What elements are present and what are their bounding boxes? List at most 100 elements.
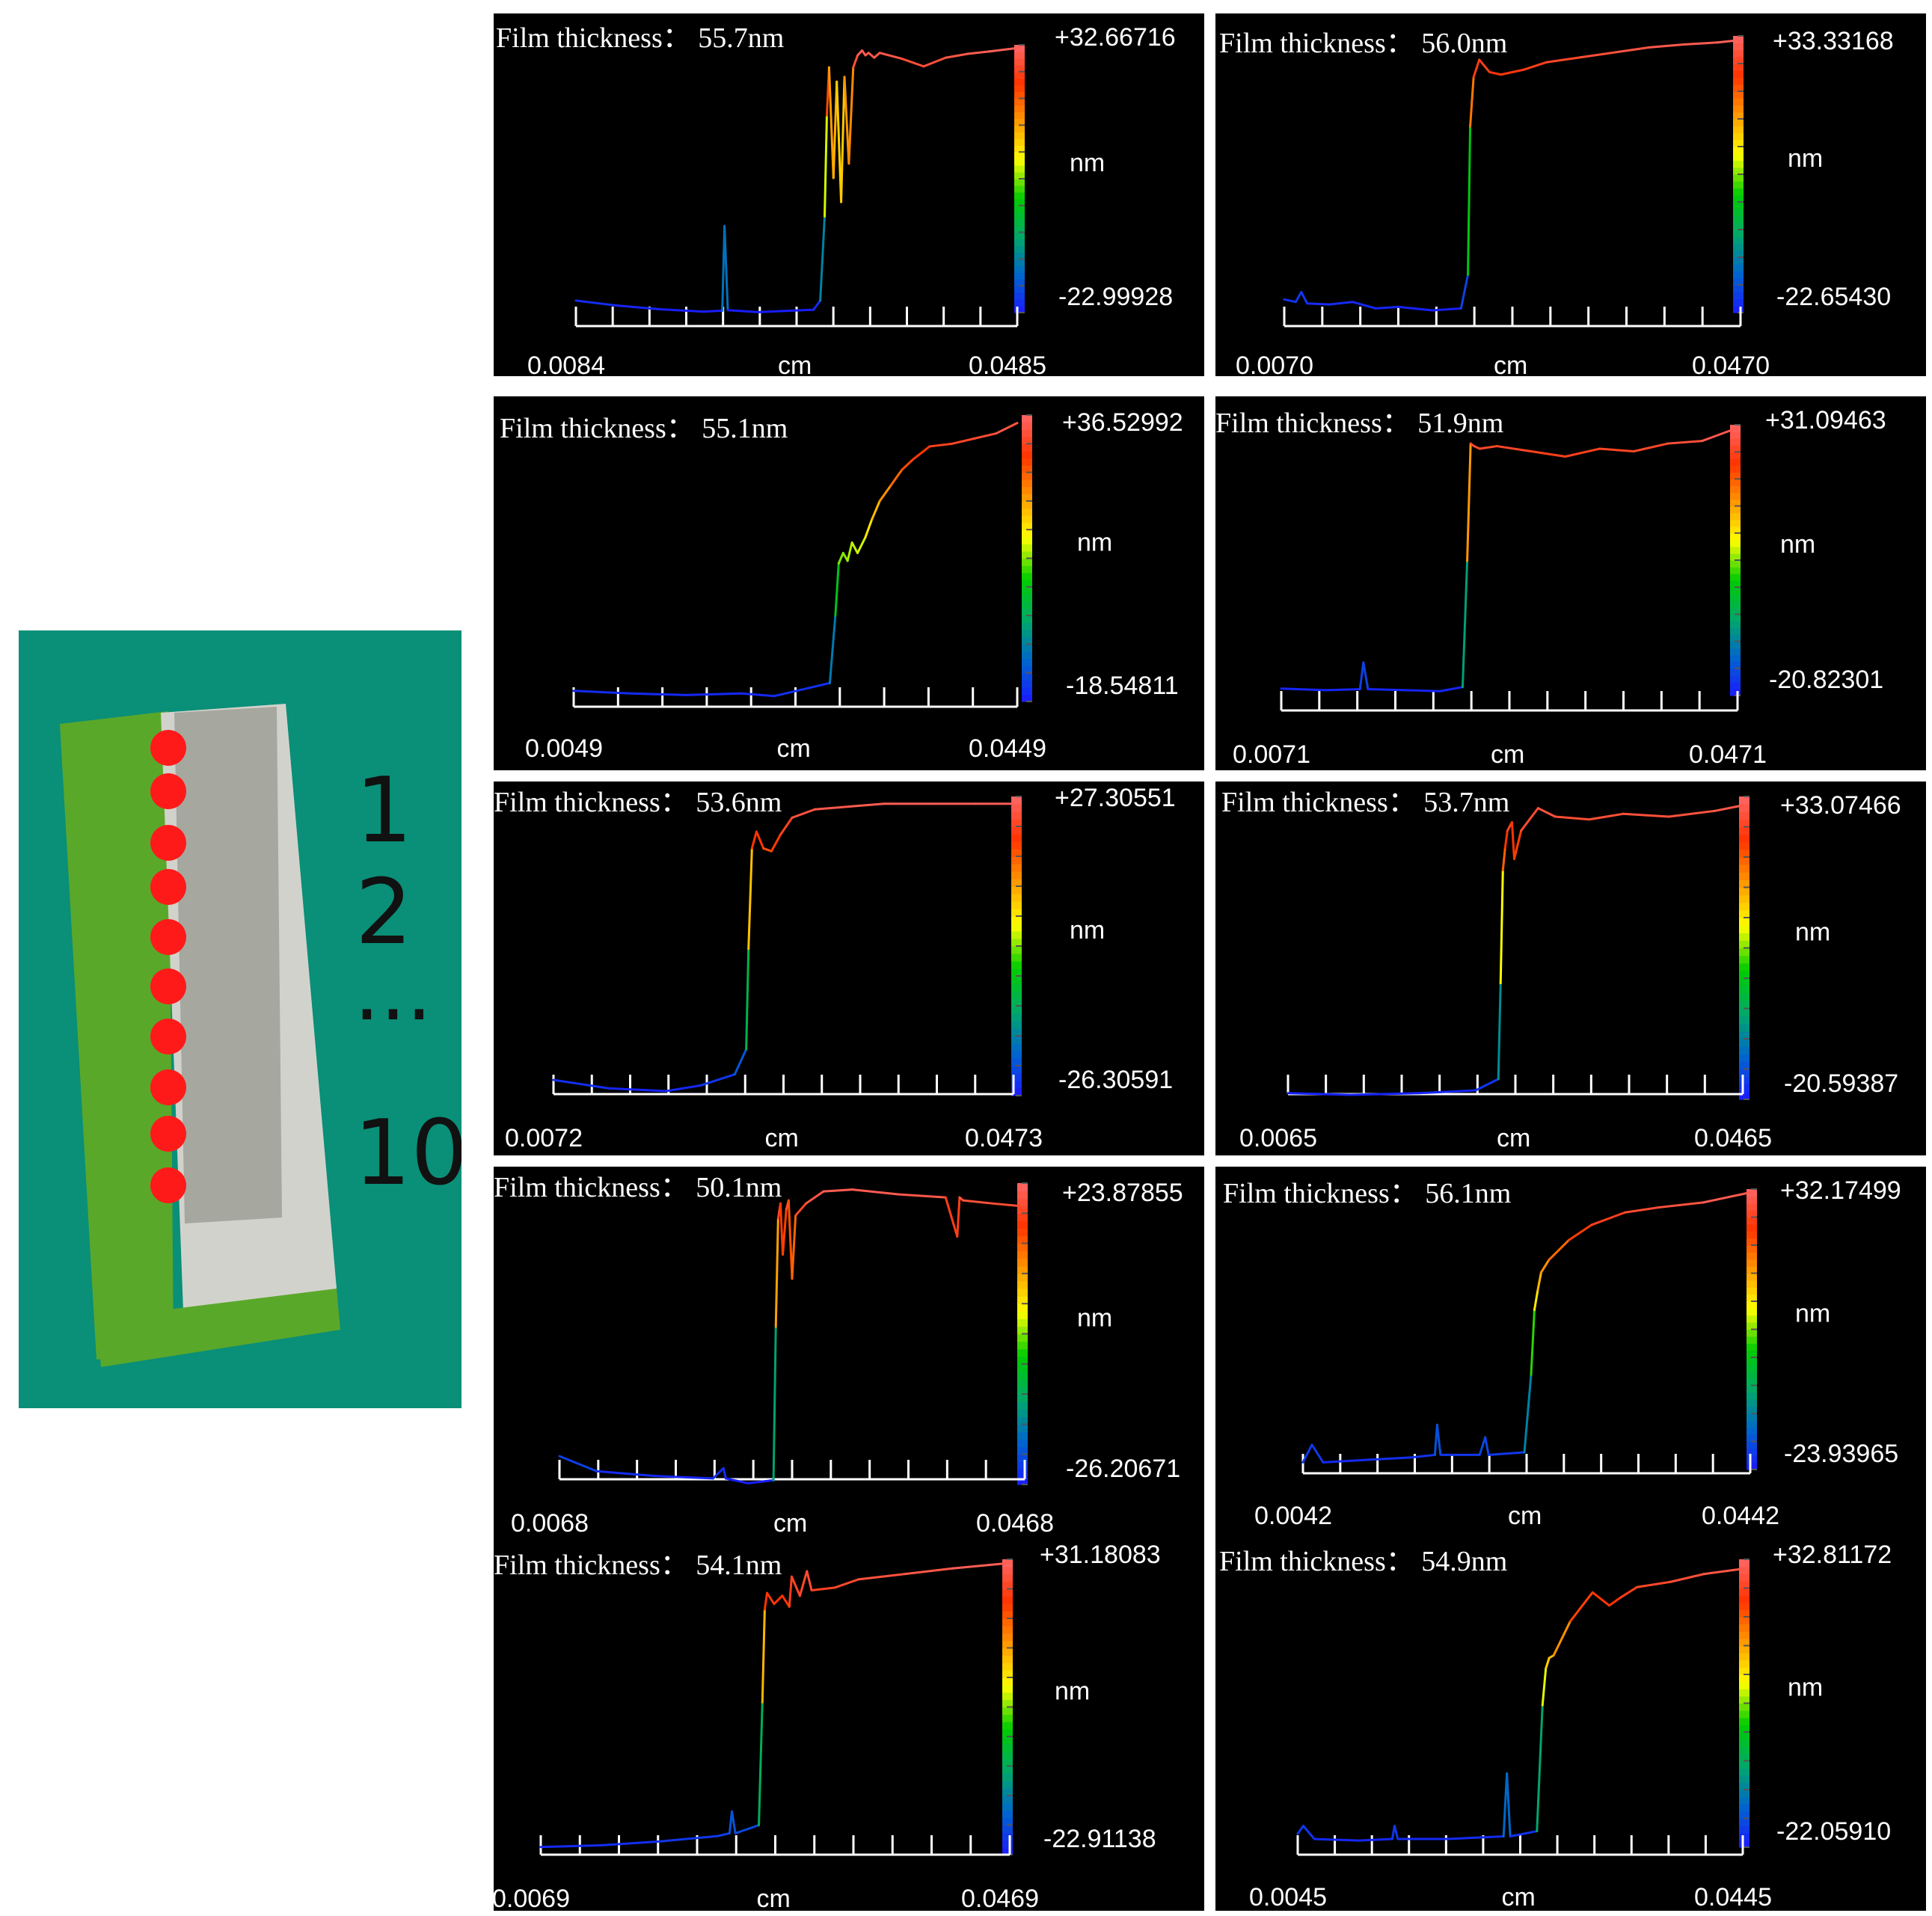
colorbar-segment (1730, 627, 1741, 636)
profile-line-segment (1552, 1620, 1571, 1656)
colorbar-max-label: +32.81172 (1773, 1541, 1892, 1569)
measurement-point (150, 825, 186, 861)
colorbar-segment (1739, 1559, 1749, 1568)
colorbar-segment (1739, 1645, 1749, 1654)
colorbar-segment (1014, 138, 1025, 146)
colorbar-segment (1011, 849, 1022, 857)
profile-line-segment (1478, 58, 1491, 73)
colorbar-segment (1022, 494, 1032, 502)
colorbar-segment (1022, 672, 1032, 681)
colorbar-segment (1017, 1280, 1028, 1289)
colorbar-segment (1017, 1273, 1028, 1282)
colorbar-segment (1747, 1252, 1757, 1260)
colorbar-segment (1022, 536, 1032, 544)
profile-line-segment (1580, 51, 1616, 59)
profile-line-segment (766, 1591, 776, 1606)
colorbar-segment (1011, 871, 1022, 879)
profile-line-segment (1598, 447, 1635, 453)
colorbar-segment (1017, 1198, 1028, 1206)
colorbar-segment (1739, 978, 1749, 986)
colorbar-segment (1733, 264, 1744, 272)
colorbar-segment (1733, 271, 1744, 279)
colorbar-segment (1739, 1602, 1749, 1610)
profile-line-segment (734, 1823, 761, 1834)
profile-line-segment (1472, 58, 1481, 79)
profile-line-segment (773, 1594, 784, 1606)
thickness-profile-panel: Film thickness： 54.9nm +32.81172 -22.05910… (1215, 1541, 1926, 1911)
colorbar-unit-label: nm (1780, 530, 1815, 559)
colorbar-segment (1017, 1416, 1028, 1425)
colorbar-segment (1022, 558, 1032, 566)
profile-line-segment (1717, 38, 1742, 44)
colorbar-segment (1739, 1566, 1749, 1574)
profile-line-segment (1438, 686, 1464, 693)
profile-line-segment (599, 1840, 660, 1847)
profile-line-segment (1501, 846, 1506, 872)
colorbar-segment (1002, 1566, 1013, 1575)
colorbar-segment (1014, 51, 1025, 59)
x-tick-label-max: 0.0485 (969, 351, 1046, 376)
colorbar-segment (1022, 465, 1032, 473)
colorbar-segment (1011, 939, 1022, 947)
x-axis-label: cm (1508, 1502, 1542, 1530)
colorbar-segment (1014, 299, 1025, 307)
colorbar-segment (1733, 292, 1744, 300)
colorbar-segment (1733, 222, 1744, 230)
x-tick-label-min: 0.0065 (1239, 1124, 1317, 1152)
panel-background (494, 782, 1204, 1155)
colorbar-segment (1022, 608, 1032, 616)
colorbar-segment (1739, 1667, 1749, 1675)
x-axis-label: cm (1491, 740, 1524, 769)
colorbar-segment (1733, 111, 1744, 120)
colorbar-segment (1017, 1439, 1028, 1448)
colorbar-segment (1739, 1753, 1749, 1762)
colorbar-segment (1730, 445, 1741, 452)
measurement-point (150, 1116, 186, 1152)
x-tick-label-min: 0.0084 (527, 351, 605, 376)
profile-line-segment (871, 500, 881, 521)
profile-line-segment (1488, 70, 1503, 76)
colorbar-segment (1730, 553, 1741, 561)
colorbar-segment (1739, 1775, 1749, 1783)
measurement-points (150, 730, 186, 1203)
profile-line-segment (951, 437, 975, 445)
colorbar-segment (1730, 438, 1741, 446)
colorbar-segment (1011, 1088, 1022, 1096)
colorbar-segment (1017, 1228, 1028, 1237)
colorbar-segment (1739, 1046, 1749, 1054)
colorbar-max-label: +32.66716 (1055, 23, 1176, 52)
colorbar-segment (1733, 243, 1744, 251)
colorbar-segment (1733, 305, 1744, 313)
profile-line-segment (1536, 807, 1557, 818)
profile-line-segment (1539, 1259, 1551, 1274)
colorbar-segment (1011, 1066, 1022, 1074)
profile-line-segment (1362, 661, 1370, 690)
profile-line-segment (761, 1608, 766, 1704)
colorbar-segment (1730, 492, 1741, 500)
colorbar-segment (1011, 819, 1022, 827)
profile-line-segment (1301, 1443, 1313, 1464)
colorbar-segment (1730, 452, 1741, 459)
profile-line-segment (791, 808, 817, 819)
colorbar-segment (1022, 472, 1032, 480)
profile-line-segment (1322, 1458, 1370, 1464)
colorbar-segment (1747, 1189, 1757, 1197)
colorbar-segment (1730, 546, 1741, 554)
colorbar-segment (1747, 1427, 1757, 1435)
profile-line-segment (1648, 43, 1685, 49)
colorbar-segment (1011, 998, 1022, 1007)
colorbar-segment (1733, 119, 1744, 126)
colorbar-segment (1739, 1624, 1749, 1632)
profile-line-segment (1459, 273, 1470, 310)
colorbar-segment (1002, 1781, 1013, 1789)
profile-line-segment (1283, 298, 1297, 304)
profile-line-segment (1619, 1585, 1639, 1599)
profile-line-segment (1294, 291, 1303, 304)
colorbar-segment (1014, 265, 1025, 273)
colorbar-segment (1014, 191, 1025, 200)
measurement-point (150, 869, 186, 905)
profile-line-segment (1411, 1453, 1436, 1459)
colorbar-segment (1733, 257, 1744, 265)
colorbar-segment (1739, 887, 1749, 896)
profile-line-segment (966, 50, 991, 55)
